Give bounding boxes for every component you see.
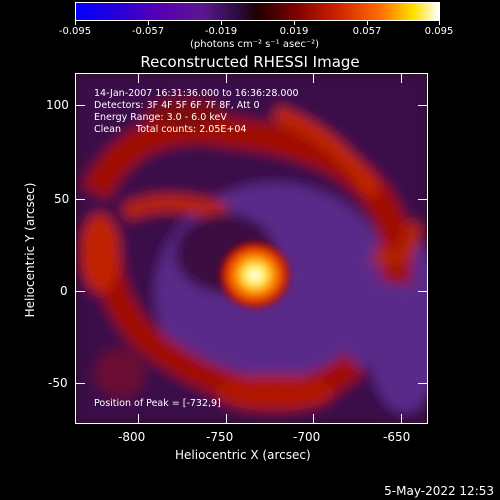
rhessi-image	[75, 73, 428, 424]
date-stamp: 5-May-2022 12:53	[384, 484, 494, 498]
colorbar-tick-label: -0.019	[204, 26, 238, 37]
y-tick-label: 0	[60, 284, 68, 298]
x-tick-label: -750	[206, 430, 234, 444]
colorbar-tick-label: -0.095	[58, 26, 92, 37]
x-tick-label: -700	[293, 430, 321, 444]
energy-range-text: Energy Range: 3.0 - 6.0 keV	[94, 112, 227, 123]
x-axis-label: Heliocentric X (arcsec)	[175, 448, 311, 462]
y-tick-label: 50	[54, 192, 70, 206]
colorbar	[75, 2, 440, 21]
colorbar-tick-label: 0.057	[352, 26, 382, 37]
counts-text: Clean Total counts: 2.05E+04	[94, 124, 247, 135]
peak-position-text: Position of Peak = [-732,9]	[94, 398, 221, 409]
detectors-text: Detectors: 3F 4F 5F 6F 7F 8F, Att 0	[94, 100, 260, 111]
colorbar-units: (photons cm⁻² s⁻¹ asec⁻²)	[190, 39, 320, 50]
plot-title: Reconstructed RHESSI Image	[140, 53, 360, 71]
colorbar-axis: -0.095 -0.057 -0.019 0.019 0.057 0.095	[0, 0, 500, 40]
time-range-text: 14-Jan-2007 16:31:36.000 to 16:36:28.000	[94, 88, 299, 99]
y-tick-label: -50	[48, 376, 68, 390]
y-axis-label: Heliocentric Y (arcsec)	[23, 182, 37, 318]
x-tick-label: -650	[383, 430, 411, 444]
colorbar-tick-label: 0.019	[279, 26, 309, 37]
y-tick-label: 100	[46, 98, 69, 112]
x-tick-label: -800	[118, 430, 146, 444]
colorbar-tick-label: 0.095	[424, 26, 454, 37]
colorbar-tick-label: -0.057	[131, 26, 165, 37]
